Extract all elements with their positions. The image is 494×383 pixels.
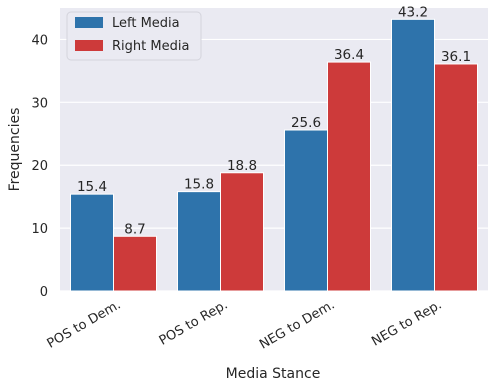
x-axis-label: Media Stance — [226, 366, 321, 382]
bar-value-labels: 15.4 8.7 15.8 18.8 25.6 36.4 43.2 36.1 — [77, 4, 471, 237]
bar — [327, 61, 371, 292]
y-tick-label: 40 — [31, 33, 48, 48]
bar — [113, 235, 157, 292]
bar — [391, 18, 435, 292]
bar-value-label: 25.6 — [291, 115, 321, 131]
bar-value-label: 8.7 — [124, 221, 145, 237]
y-tick-label: 30 — [31, 96, 48, 111]
legend-label: Right Media — [112, 39, 189, 54]
bar-value-label: 43.2 — [398, 4, 428, 20]
bar — [177, 191, 221, 292]
x-axis-ticks: POS to Dem. POS to Rep. NEG to Dem. NEG to … — [45, 297, 445, 352]
x-tick-label: POS to Dem. — [45, 297, 124, 351]
bar-value-label: 18.8 — [227, 158, 257, 174]
legend-label: Left Media — [112, 16, 180, 31]
legend-items: Left Media Right Media — [75, 16, 189, 54]
x-tick-label: NEG to Dem. — [257, 297, 337, 352]
x-tick-label: POS to Rep. — [157, 297, 231, 348]
y-axis-label: Frequencies — [7, 108, 23, 192]
bar — [220, 172, 264, 292]
y-tick-label: 10 — [31, 222, 48, 237]
bar-value-label: 15.4 — [77, 179, 107, 195]
bar — [434, 63, 478, 292]
bar — [284, 129, 328, 292]
y-axis-ticks: 0 10 20 30 40 — [31, 33, 48, 300]
bar-value-label: 15.8 — [184, 177, 214, 193]
legend-swatch — [75, 17, 103, 28]
y-tick-label: 0 — [40, 285, 48, 300]
legend-swatch — [75, 40, 103, 51]
bar-value-label: 36.4 — [334, 47, 364, 63]
legend: Left Media Right Media — [66, 11, 202, 61]
bar — [70, 193, 114, 292]
y-tick-label: 20 — [31, 159, 48, 174]
bar-value-label: 36.1 — [441, 49, 471, 65]
bars — [70, 18, 478, 292]
x-tick-label: NEG to Rep. — [369, 297, 444, 349]
